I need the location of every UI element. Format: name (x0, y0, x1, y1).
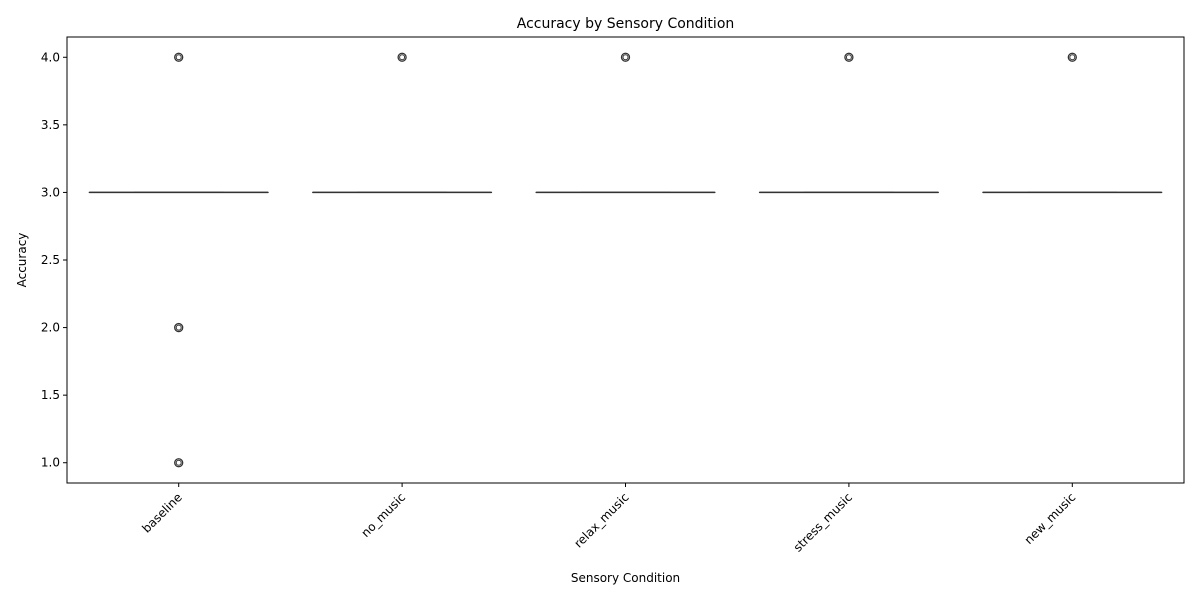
outlier-point (620, 52, 631, 62)
x-axis: baseline no_music relax_music stress_music n… (139, 483, 1078, 555)
y-tick-label: 1.5 (41, 388, 60, 402)
box-relax_music (535, 52, 716, 194)
y-tick-label: 2.0 (41, 321, 60, 335)
y-tick-label: 2.5 (41, 253, 60, 267)
outlier-point-overlap (175, 459, 182, 466)
box-new_music (982, 52, 1163, 194)
outlier-point (1067, 52, 1077, 62)
outlier-point (397, 52, 407, 62)
box-no_music (312, 52, 493, 194)
x-tick-label: relax_music (571, 490, 631, 550)
x-tick-label: baseline (139, 490, 184, 535)
box-baseline (88, 52, 269, 468)
outlier-point (844, 52, 854, 62)
x-tick-label: stress_music (791, 490, 855, 554)
plot-area (88, 52, 1163, 468)
y-tick-label: 1.0 (41, 456, 60, 470)
x-axis-label: Sensory Condition (571, 571, 680, 585)
outlier-point-overlap (622, 54, 629, 61)
plot-frame (66, 36, 1185, 484)
y-tick-label: 4.0 (41, 50, 60, 64)
outlier-point-overlap (1069, 54, 1076, 61)
box-stress_music (758, 52, 939, 194)
y-axis: 1.0 1.5 2.0 2.5 3.0 3.5 4.0 (41, 50, 67, 470)
y-axis-label: Accuracy (15, 233, 29, 288)
x-tick-label: new_music (1022, 490, 1079, 547)
outlier-point-overlap (845, 54, 852, 61)
outlier-point (174, 458, 184, 468)
outlier-point (174, 322, 184, 333)
outlier-point (174, 52, 184, 62)
y-tick-label: 3.5 (41, 118, 60, 132)
outlier-point-overlap (175, 54, 182, 61)
outlier-point-overlap (399, 54, 406, 61)
chart-title: Accuracy by Sensory Condition (517, 16, 735, 32)
y-tick-label: 3.0 (41, 185, 60, 199)
outlier-point-overlap (175, 324, 182, 331)
x-tick-label: no_music (358, 490, 408, 540)
